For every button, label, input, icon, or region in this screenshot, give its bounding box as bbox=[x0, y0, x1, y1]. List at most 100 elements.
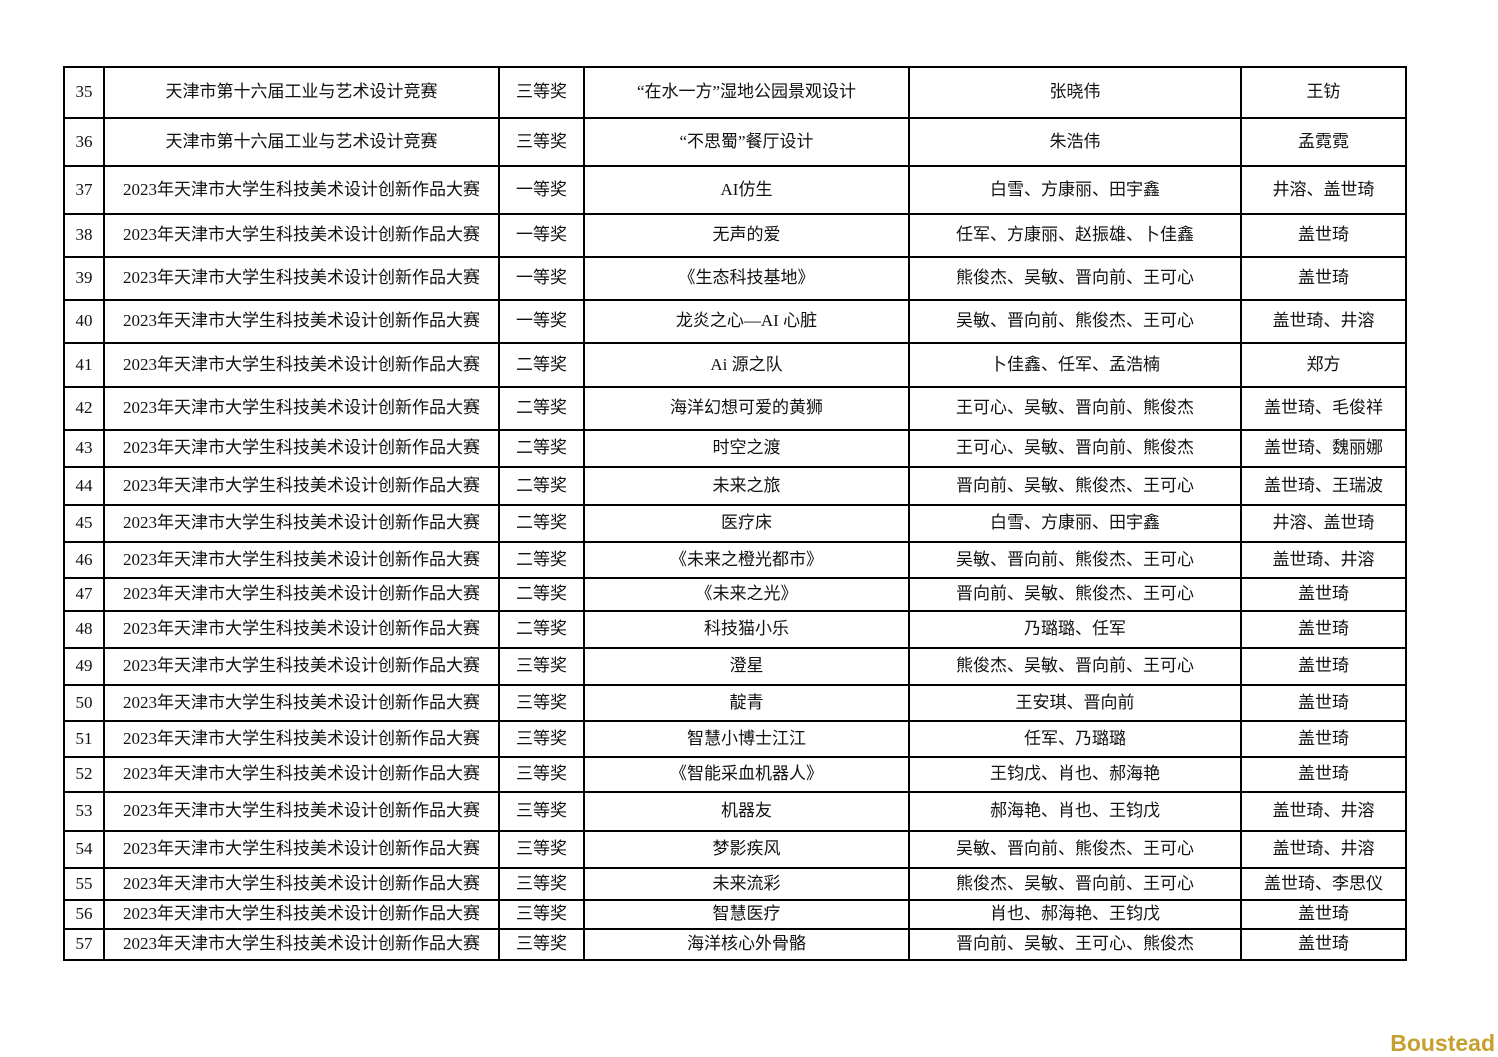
table-row: 38 2023年天津市大学生科技美术设计创新作品大赛 一等奖 无声的爱 任军、方康丽、赵… bbox=[63, 213, 1407, 258]
cell-work: 时空之渡 bbox=[583, 429, 910, 468]
cell-competition: 2023年天津市大学生科技美术设计创新作品大赛 bbox=[103, 256, 500, 301]
cell-work: 智慧小博士江江 bbox=[583, 720, 910, 758]
table-row: 37 2023年天津市大学生科技美术设计创新作品大赛 一等奖 AI仿生 白雪、方康丽、田… bbox=[63, 165, 1407, 215]
cell-award: 三等奖 bbox=[498, 720, 585, 758]
cell-advisors: 盖世琦、毛俊祥 bbox=[1240, 386, 1407, 431]
cell-award: 二等奖 bbox=[498, 429, 585, 468]
cell-work: AI仿生 bbox=[583, 165, 910, 215]
table-row: 40 2023年天津市大学生科技美术设计创新作品大赛 一等奖 龙炎之心—AI 心脏 吴敏… bbox=[63, 299, 1407, 344]
table-row: 41 2023年天津市大学生科技美术设计创新作品大赛 二等奖 Ai 源之队 卜佳鑫、任军… bbox=[63, 342, 1407, 388]
cell-advisors: 井溶、盖世琦 bbox=[1240, 504, 1407, 543]
table-row: 52 2023年天津市大学生科技美术设计创新作品大赛 三等奖 《智能采血机器人》 王钧戊… bbox=[63, 756, 1407, 793]
cell-competition: 2023年天津市大学生科技美术设计创新作品大赛 bbox=[103, 342, 500, 388]
table-row: 42 2023年天津市大学生科技美术设计创新作品大赛 二等奖 海洋幻想可爱的黄狮 王可心… bbox=[63, 386, 1407, 431]
cell-competition: 2023年天津市大学生科技美术设计创新作品大赛 bbox=[103, 577, 500, 612]
cell-participants: 吴敏、晋向前、熊俊杰、王可心 bbox=[908, 830, 1242, 869]
cell-work: 靛青 bbox=[583, 684, 910, 722]
cell-work: 科技猫小乐 bbox=[583, 610, 910, 649]
cell-work: 机器友 bbox=[583, 791, 910, 832]
table-row: 46 2023年天津市大学生科技美术设计创新作品大赛 二等奖 《未来之橙光都市》 吴敏、… bbox=[63, 541, 1407, 579]
cell-participants: 卜佳鑫、任军、孟浩楠 bbox=[908, 342, 1242, 388]
cell-award: 三等奖 bbox=[498, 117, 585, 167]
cell-advisors: 盖世琦、井溶 bbox=[1240, 830, 1407, 869]
cell-work: 《智能采血机器人》 bbox=[583, 756, 910, 793]
cell-participants: 熊俊杰、吴敏、晋向前、王可心 bbox=[908, 647, 1242, 686]
cell-no: 50 bbox=[63, 684, 105, 722]
cell-advisors: 盖世琦、井溶 bbox=[1240, 299, 1407, 344]
cell-advisors: 郑方 bbox=[1240, 342, 1407, 388]
cell-award: 三等奖 bbox=[498, 684, 585, 722]
table-row: 56 2023年天津市大学生科技美术设计创新作品大赛 三等奖 智慧医疗 肖也、郝海艳、王… bbox=[63, 899, 1407, 930]
awards-table-body: 35 天津市第十六届工业与艺术设计竞赛 三等奖 “在水一方”湿地公园景观设计 张晓伟 王钫… bbox=[63, 66, 1407, 961]
cell-participants: 郝海艳、肖也、王钧戊 bbox=[908, 791, 1242, 832]
cell-advisors: 盖世琦 bbox=[1240, 928, 1407, 961]
cell-award: 二等奖 bbox=[498, 541, 585, 579]
table-row: 49 2023年天津市大学生科技美术设计创新作品大赛 三等奖 澄星 熊俊杰、吴敏、晋向前… bbox=[63, 647, 1407, 686]
cell-participants: 白雪、方康丽、田宇鑫 bbox=[908, 504, 1242, 543]
cell-no: 38 bbox=[63, 213, 105, 258]
table-row: 45 2023年天津市大学生科技美术设计创新作品大赛 二等奖 医疗床 白雪、方康丽、田宇… bbox=[63, 504, 1407, 543]
cell-work: Ai 源之队 bbox=[583, 342, 910, 388]
cell-competition: 2023年天津市大学生科技美术设计创新作品大赛 bbox=[103, 610, 500, 649]
cell-competition: 2023年天津市大学生科技美术设计创新作品大赛 bbox=[103, 899, 500, 930]
cell-participants: 王可心、吴敏、晋向前、熊俊杰 bbox=[908, 429, 1242, 468]
cell-participants: 熊俊杰、吴敏、晋向前、王可心 bbox=[908, 256, 1242, 301]
cell-award: 一等奖 bbox=[498, 256, 585, 301]
cell-participants: 熊俊杰、吴敏、晋向前、王可心 bbox=[908, 867, 1242, 901]
cell-award: 三等奖 bbox=[498, 756, 585, 793]
cell-no: 41 bbox=[63, 342, 105, 388]
cell-advisors: 盖世琦 bbox=[1240, 720, 1407, 758]
cell-participants: 朱浩伟 bbox=[908, 117, 1242, 167]
table-row: 53 2023年天津市大学生科技美术设计创新作品大赛 三等奖 机器友 郝海艳、肖也、王钧… bbox=[63, 791, 1407, 832]
table-row: 51 2023年天津市大学生科技美术设计创新作品大赛 三等奖 智慧小博士江江 任军、乃璐… bbox=[63, 720, 1407, 758]
cell-work: 海洋核心外骨骼 bbox=[583, 928, 910, 961]
cell-competition: 2023年天津市大学生科技美术设计创新作品大赛 bbox=[103, 504, 500, 543]
cell-award: 二等奖 bbox=[498, 342, 585, 388]
cell-competition: 2023年天津市大学生科技美术设计创新作品大赛 bbox=[103, 213, 500, 258]
cell-award: 三等奖 bbox=[498, 867, 585, 901]
cell-advisors: 盖世琦 bbox=[1240, 684, 1407, 722]
cell-competition: 天津市第十六届工业与艺术设计竞赛 bbox=[103, 117, 500, 167]
cell-competition: 2023年天津市大学生科技美术设计创新作品大赛 bbox=[103, 928, 500, 961]
cell-work: 智慧医疗 bbox=[583, 899, 910, 930]
cell-advisors: 盖世琦 bbox=[1240, 577, 1407, 612]
cell-advisors: 王钫 bbox=[1240, 66, 1407, 119]
table-row: 48 2023年天津市大学生科技美术设计创新作品大赛 二等奖 科技猫小乐 乃璐璐、任军盖… bbox=[63, 610, 1407, 649]
cell-award: 二等奖 bbox=[498, 504, 585, 543]
cell-advisors: 盖世琦、井溶 bbox=[1240, 791, 1407, 832]
cell-no: 57 bbox=[63, 928, 105, 961]
cell-competition: 2023年天津市大学生科技美术设计创新作品大赛 bbox=[103, 299, 500, 344]
table-row: 36 天津市第十六届工业与艺术设计竞赛 三等奖 “不思蜀”餐厅设计 朱浩伟 孟霓霓 bbox=[63, 117, 1407, 167]
cell-work: 梦影疾风 bbox=[583, 830, 910, 869]
cell-work: “不思蜀”餐厅设计 bbox=[583, 117, 910, 167]
cell-award: 三等奖 bbox=[498, 647, 585, 686]
cell-no: 42 bbox=[63, 386, 105, 431]
boustead-watermark-logo: Boustead bbox=[1390, 1030, 1495, 1056]
cell-competition: 2023年天津市大学生科技美术设计创新作品大赛 bbox=[103, 720, 500, 758]
cell-participants: 任军、乃璐璐 bbox=[908, 720, 1242, 758]
cell-no: 39 bbox=[63, 256, 105, 301]
cell-participants: 王安琪、晋向前 bbox=[908, 684, 1242, 722]
table-row: 57 2023年天津市大学生科技美术设计创新作品大赛 三等奖 海洋核心外骨骼 晋向前、吴… bbox=[63, 928, 1407, 961]
cell-competition: 2023年天津市大学生科技美术设计创新作品大赛 bbox=[103, 756, 500, 793]
cell-advisors: 井溶、盖世琦 bbox=[1240, 165, 1407, 215]
cell-participants: 晋向前、吴敏、熊俊杰、王可心 bbox=[908, 466, 1242, 506]
cell-award: 三等奖 bbox=[498, 66, 585, 119]
cell-participants: 白雪、方康丽、田宇鑫 bbox=[908, 165, 1242, 215]
table-row: 35 天津市第十六届工业与艺术设计竞赛 三等奖 “在水一方”湿地公园景观设计 张晓伟 王钫 bbox=[63, 66, 1407, 119]
cell-no: 46 bbox=[63, 541, 105, 579]
cell-participants: 王可心、吴敏、晋向前、熊俊杰 bbox=[908, 386, 1242, 431]
cell-no: 47 bbox=[63, 577, 105, 612]
table-row: 47 2023年天津市大学生科技美术设计创新作品大赛 二等奖 《未来之光》 晋向前、吴敏… bbox=[63, 577, 1407, 612]
cell-competition: 2023年天津市大学生科技美术设计创新作品大赛 bbox=[103, 165, 500, 215]
cell-advisors: 盖世琦 bbox=[1240, 899, 1407, 930]
cell-participants: 乃璐璐、任军 bbox=[908, 610, 1242, 649]
cell-work: 龙炎之心—AI 心脏 bbox=[583, 299, 910, 344]
cell-competition: 2023年天津市大学生科技美术设计创新作品大赛 bbox=[103, 867, 500, 901]
cell-advisors: 盖世琦、王瑞波 bbox=[1240, 466, 1407, 506]
cell-competition: 天津市第十六届工业与艺术设计竞赛 bbox=[103, 66, 500, 119]
cell-advisors: 盖世琦 bbox=[1240, 756, 1407, 793]
cell-advisors: 盖世琦、井溶 bbox=[1240, 541, 1407, 579]
table-row: 39 2023年天津市大学生科技美术设计创新作品大赛 一等奖 《生态科技基地》 熊俊杰、… bbox=[63, 256, 1407, 301]
